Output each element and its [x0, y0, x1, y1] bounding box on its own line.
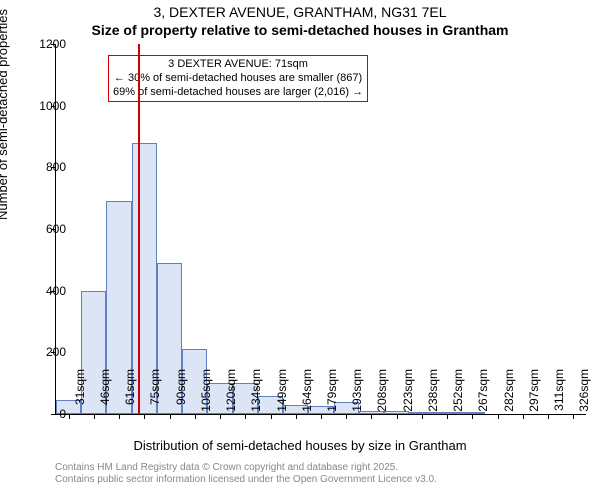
x-tick-mark	[498, 414, 499, 419]
attribution-line1: Contains HM Land Registry data © Crown c…	[55, 462, 398, 474]
x-tick-mark	[271, 414, 272, 419]
reference-line	[138, 44, 140, 414]
x-tick-label: 149sqm	[275, 369, 289, 419]
x-tick-mark	[447, 414, 448, 419]
x-tick-mark	[472, 414, 473, 419]
x-tick-mark	[296, 414, 297, 419]
chart-title-description: Size of property relative to semi-detach…	[0, 22, 600, 38]
x-tick-label: 282sqm	[502, 369, 516, 419]
x-tick-label: 193sqm	[350, 369, 364, 419]
x-tick-label: 326sqm	[577, 369, 591, 419]
x-tick-mark	[195, 414, 196, 419]
y-tick-label: 400	[26, 285, 66, 297]
x-tick-label: 297sqm	[527, 369, 541, 419]
x-tick-mark	[346, 414, 347, 419]
x-tick-label: 164sqm	[300, 369, 314, 419]
x-tick-mark	[170, 414, 171, 419]
x-tick-label: 252sqm	[451, 369, 465, 419]
annotation-line1: 3 DEXTER AVENUE: 71sqm	[113, 58, 363, 72]
annotation-line2: ← 30% of semi-detached houses are smalle…	[113, 72, 363, 86]
x-tick-mark	[397, 414, 398, 419]
x-tick-label: 223sqm	[401, 369, 415, 419]
x-tick-mark	[69, 414, 70, 419]
x-tick-mark	[548, 414, 549, 419]
histogram-chart: 3, DEXTER AVENUE, GRANTHAM, NG31 7EL Siz…	[0, 0, 600, 500]
x-tick-mark	[371, 414, 372, 419]
annotation-box: 3 DEXTER AVENUE: 71sqm ← 30% of semi-det…	[108, 55, 368, 102]
x-tick-mark	[144, 414, 145, 419]
x-tick-mark	[220, 414, 221, 419]
x-tick-label: 311sqm	[552, 369, 566, 419]
y-tick-label: 1000	[26, 100, 66, 112]
x-tick-label: 75sqm	[148, 369, 162, 419]
y-tick-label: 800	[26, 161, 66, 173]
annotation-line3: 69% of semi-detached houses are larger (…	[113, 86, 363, 100]
y-tick-label: 1200	[26, 38, 66, 50]
x-tick-label: 90sqm	[174, 369, 188, 419]
x-tick-mark	[573, 414, 574, 419]
y-axis-label: Number of semi-detached properties	[0, 9, 10, 220]
x-axis-label: Distribution of semi-detached houses by …	[0, 438, 600, 453]
x-tick-label: 46sqm	[98, 369, 112, 419]
x-tick-mark	[422, 414, 423, 419]
x-tick-mark	[94, 414, 95, 419]
x-tick-label: 31sqm	[73, 369, 87, 419]
x-tick-label: 61sqm	[123, 369, 137, 419]
attribution-line2: Contains public sector information licen…	[55, 474, 437, 486]
y-tick-label: 600	[26, 223, 66, 235]
x-tick-mark	[245, 414, 246, 419]
chart-title-address: 3, DEXTER AVENUE, GRANTHAM, NG31 7EL	[0, 4, 600, 20]
plot-area: 3 DEXTER AVENUE: 71sqm ← 30% of semi-det…	[55, 44, 586, 415]
y-tick-label: 0	[26, 408, 66, 420]
x-tick-label: 179sqm	[325, 369, 339, 419]
x-tick-label: 208sqm	[375, 369, 389, 419]
x-tick-mark	[523, 414, 524, 419]
x-tick-label: 134sqm	[249, 369, 263, 419]
x-tick-label: 120sqm	[224, 369, 238, 419]
x-tick-label: 105sqm	[199, 369, 213, 419]
x-tick-mark	[119, 414, 120, 419]
x-tick-mark	[321, 414, 322, 419]
y-tick-label: 200	[26, 346, 66, 358]
x-tick-label: 238sqm	[426, 369, 440, 419]
x-tick-label: 267sqm	[476, 369, 490, 419]
